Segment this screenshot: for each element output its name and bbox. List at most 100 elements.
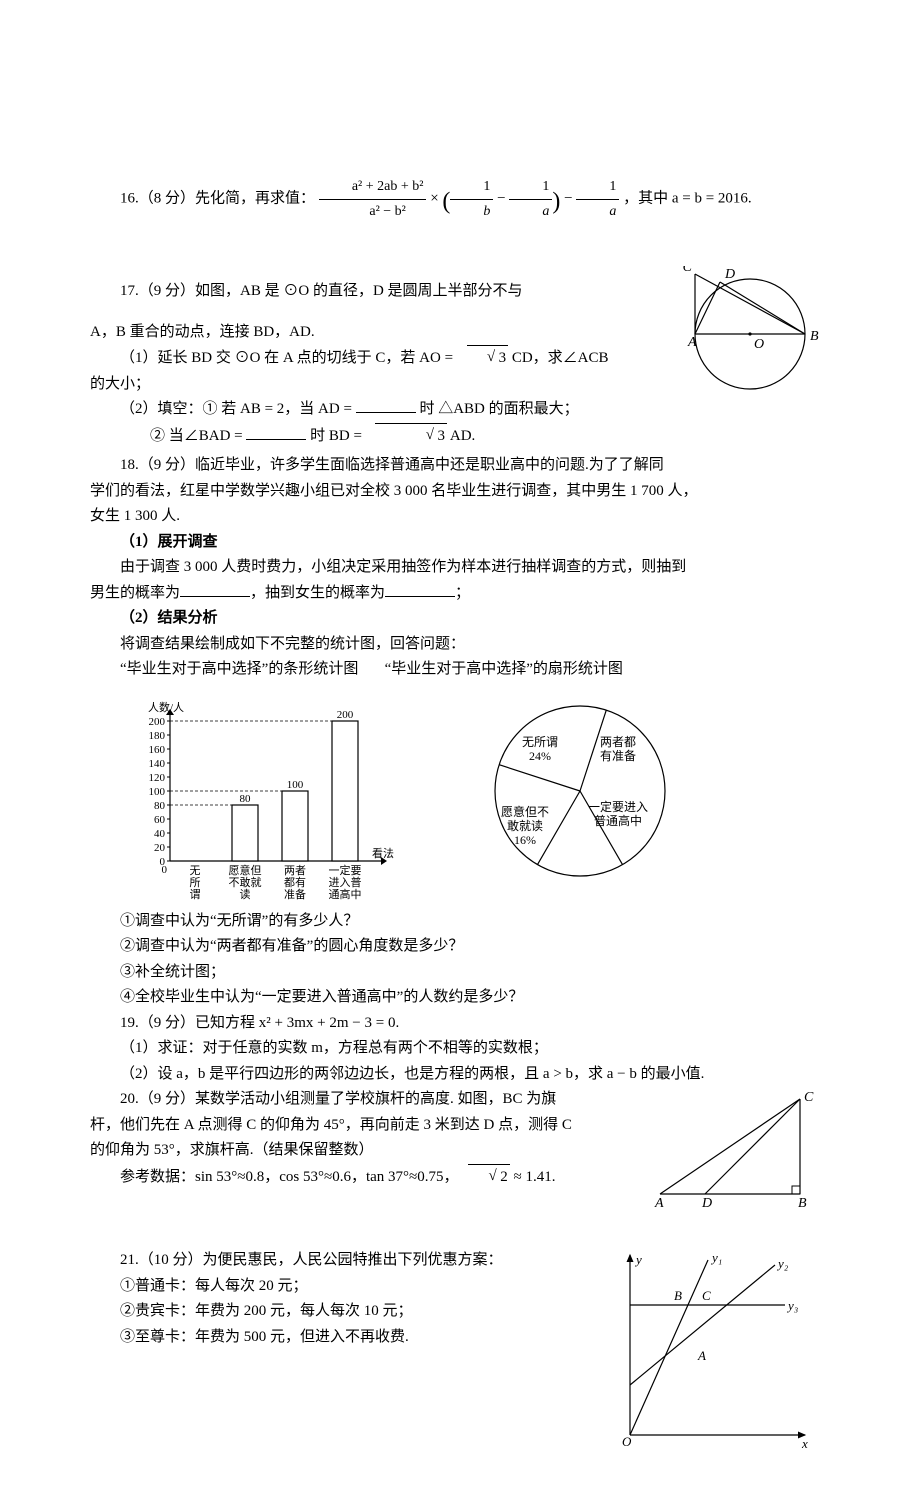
blank-input[interactable] — [246, 424, 306, 440]
q18-s2-body: 将调查结果绘制成如下不完整的统计图，回答问题： — [90, 632, 820, 658]
svg-text:100: 100 — [149, 786, 166, 798]
svg-text:B: B — [674, 1288, 682, 1303]
blank-input[interactable] — [385, 581, 455, 597]
svg-text:200: 200 — [149, 716, 166, 728]
q18-sub3: ③补全统计图； — [90, 960, 820, 986]
q19-p0: 已知方程 x² + 3mx + 2m − 3 = 0. — [195, 1015, 399, 1031]
one-over-a2: 1a — [576, 175, 619, 224]
q17-p3b: 时 BD = — [306, 428, 365, 444]
sqrt-icon: 3 — [467, 345, 509, 372]
svg-text:100: 100 — [287, 779, 304, 791]
svg-text:16%: 16% — [514, 833, 536, 847]
sqrt-icon: 3 — [375, 423, 447, 450]
question-19-line1: 19.（9 分）已知方程 x² + 3mx + 2m − 3 = 0. — [90, 1011, 820, 1037]
circle-diagram-svg: C D A B O — [670, 266, 820, 396]
q18-p0b: 学们的看法，红星中学数学兴趣小组已对全校 3 000 名毕业生进行调查，其中男生… — [90, 479, 820, 505]
q20-p0: 某数学活动小组测量了学校旗杆的高度. 如图，BC 为旗 — [195, 1091, 556, 1107]
q21-points: 10 分 — [154, 1252, 188, 1268]
blank-input[interactable] — [356, 397, 416, 413]
q17-points: 9 分 — [154, 283, 180, 299]
svg-text:y: y — [634, 1252, 642, 1267]
bar-chart: 020406080100120140160180200无所谓80愿意但不敢就读1… — [130, 691, 430, 901]
q18-sub2: ②调查中认为“两者都有准备”的圆心角度数是多少？ — [90, 934, 820, 960]
q18-points: 9 分 — [154, 457, 180, 473]
q18-s1-title: （1）展开调查 — [90, 530, 820, 556]
q20-p1tail: ≈ 1.41. — [510, 1169, 556, 1185]
svg-text:D: D — [724, 267, 735, 282]
svg-text:准备: 准备 — [284, 887, 306, 901]
svg-text:敢就读: 敢就读 — [507, 819, 543, 833]
sqrt2: 2 — [500, 1169, 508, 1185]
q18-sub4: ④全校毕业生中认为“一定要进入普通高中”的人数约是多少？ — [90, 985, 820, 1011]
pie-chart: 无所谓24%两者都有准备一定要进入普通高中愿意但不敢就读16% — [470, 691, 690, 891]
svg-text:谓: 谓 — [190, 888, 201, 901]
svg-text:y₁: y₁ — [710, 1250, 722, 1265]
svg-text:200: 200 — [337, 709, 354, 721]
q18-s1-body: 由于调查 3 000 人费时费力，小组决定采用抽签作为样本进行抽样调查的方式，则… — [90, 555, 820, 581]
svg-text:A: A — [687, 335, 697, 350]
svg-text:80: 80 — [240, 793, 252, 805]
lines-graph-svg: y₁ y₂ y₃ O y x B C A — [600, 1250, 820, 1450]
svg-text:y₂: y₂ — [776, 1256, 789, 1271]
svg-text:无: 无 — [190, 865, 201, 877]
q17-p3: ② 当∠BAD = 时 BD = 3 AD. — [90, 423, 820, 450]
q18-sub1: ①调查中认为“无所谓”的有多少人？ — [90, 909, 820, 935]
q21-num: 21 — [120, 1252, 135, 1268]
svg-text:两者都: 两者都 — [600, 735, 636, 749]
svg-text:通高中: 通高中 — [329, 887, 362, 901]
svg-text:A: A — [654, 1196, 664, 1209]
svg-text:y₃: y₃ — [786, 1298, 798, 1313]
svg-text:x: x — [801, 1436, 808, 1450]
svg-text:180: 180 — [149, 730, 166, 742]
svg-text:160: 160 — [149, 744, 166, 756]
q17-p2a: （2）填空：① 若 AB = 2，当 AD = — [120, 401, 356, 417]
svg-text:B: B — [798, 1196, 807, 1209]
sqrt3b: 3 — [437, 428, 445, 444]
q18-s1b2a: 男生的概率为 — [90, 585, 180, 601]
svg-text:A: A — [697, 1348, 706, 1363]
bar-chart-title: “毕业生对于高中选择”的条形统计图 — [120, 661, 358, 677]
svg-text:C: C — [702, 1288, 711, 1303]
charts-row: 020406080100120140160180200无所谓80愿意但不敢就读1… — [130, 691, 820, 901]
svg-text:20: 20 — [154, 842, 166, 854]
q17-p2tail: 时 △ABD 的面积最大； — [416, 401, 579, 417]
svg-text:都有: 都有 — [284, 875, 306, 889]
sqrt-icon: 2 — [468, 1164, 510, 1191]
q20-p1a: 参考数据：sin 53°≈0.8，cos 53°≈0.6，tan 37°≈0.7… — [120, 1169, 459, 1185]
pie-chart-title: “毕业生对于高中选择”的扇形统计图 — [385, 661, 623, 677]
svg-text:24%: 24% — [529, 749, 551, 763]
q21-p0: 为便民惠民，人民公园特推出下列优惠方案： — [203, 1252, 503, 1268]
q17-num: 17 — [120, 283, 135, 299]
svg-text:一定要: 一定要 — [329, 863, 362, 877]
svg-text:140: 140 — [149, 758, 166, 770]
svg-text:两者: 两者 — [284, 864, 306, 877]
svg-text:80: 80 — [154, 800, 166, 812]
q19-points: 9 分 — [154, 1015, 180, 1031]
q17-diagram: C D A B O — [670, 266, 820, 406]
frac-den: a² − b² — [319, 200, 427, 224]
q18-s1b2b: ，抽到女生的概率为 — [250, 585, 385, 601]
svg-text:进入普: 进入普 — [329, 875, 362, 889]
q16-num: 16 — [120, 191, 135, 207]
q18-chart-titles: “毕业生对于高中选择”的条形统计图 “毕业生对于高中选择”的扇形统计图 — [90, 657, 820, 683]
svg-text:一定要进入: 一定要进入 — [588, 799, 648, 814]
svg-text:D: D — [701, 1196, 712, 1209]
svg-text:C: C — [804, 1090, 814, 1105]
svg-text:O: O — [622, 1434, 632, 1449]
svg-text:120: 120 — [149, 772, 166, 784]
svg-text:40: 40 — [154, 828, 166, 840]
q17-p1tail: CD，求∠ACB — [508, 350, 608, 366]
q18-num: 18 — [120, 457, 135, 473]
svg-text:C: C — [683, 266, 693, 275]
q20-num: 20 — [120, 1091, 135, 1107]
svg-text:愿意但不: 愿意但不 — [501, 804, 549, 819]
q16-fraction: a² + 2ab + b² a² − b² — [319, 175, 427, 224]
q16-points: 8 分 — [154, 191, 180, 207]
svg-text:所: 所 — [190, 876, 201, 889]
svg-text:60: 60 — [154, 814, 166, 826]
q20-diagram: A D B C — [650, 1089, 820, 1219]
blank-input[interactable] — [180, 581, 250, 597]
svg-text:0: 0 — [162, 864, 168, 876]
q18-s2-title: （2）结果分析 — [90, 606, 820, 632]
svg-text:有准备: 有准备 — [600, 749, 636, 763]
